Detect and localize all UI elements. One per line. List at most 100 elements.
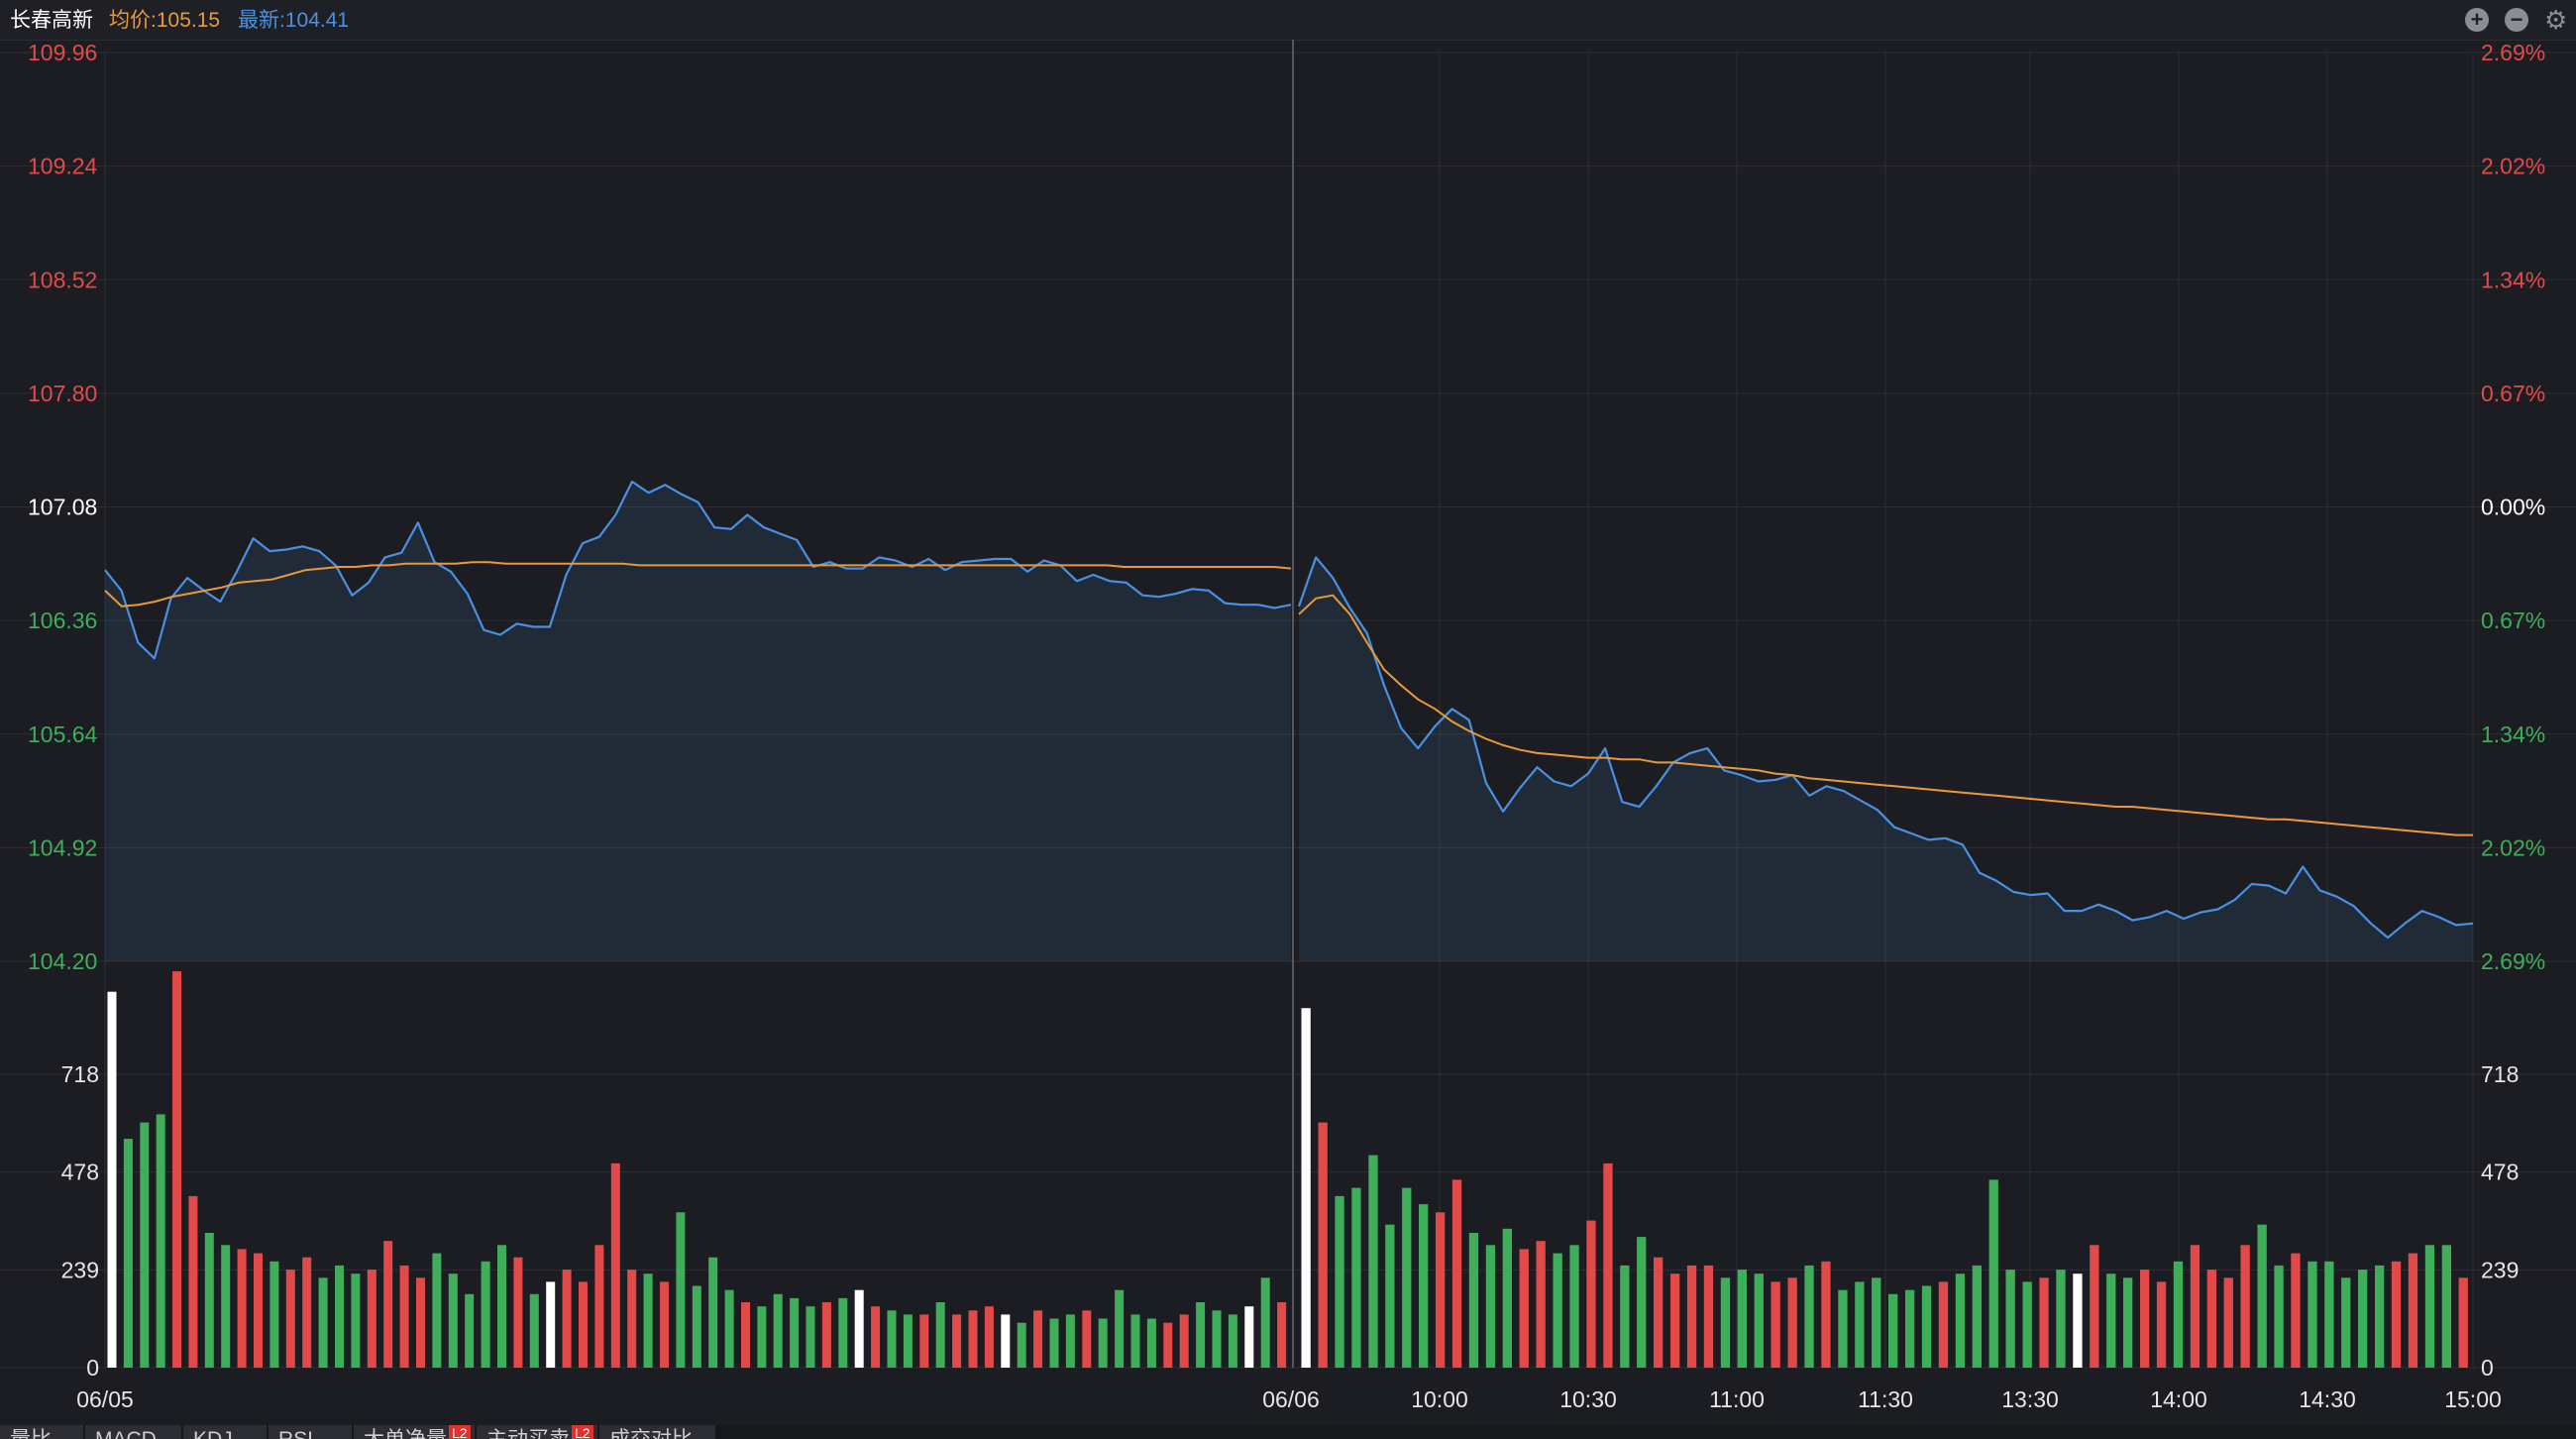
volume-bar [1670, 1273, 1680, 1368]
volume-bar [123, 1139, 133, 1368]
volume-bar [497, 1245, 506, 1368]
volume-bar [2257, 1224, 2267, 1368]
volume-bar [1451, 1179, 1462, 1368]
avg-line-06-05 [104, 561, 1292, 608]
volume-bar [1017, 1322, 1026, 1368]
tab-volume-ratio[interactable]: 量比 [0, 1425, 84, 1439]
volume-bar [302, 1257, 312, 1368]
time-axis-label: 13:30 [2001, 1386, 2059, 1412]
volume-bar [1049, 1318, 1059, 1368]
volume-bar [1787, 1277, 1797, 1368]
volume-bar [416, 1277, 425, 1368]
volume-bar [2424, 1245, 2435, 1368]
pct-tick-label: 1.34% [2481, 267, 2545, 292]
time-axis-label: 15:00 [2444, 1386, 2502, 1412]
volume-bar [2358, 1270, 2368, 1368]
avg-price-label: 均价:105.15 [109, 9, 221, 32]
price-tick-label: 109.96 [28, 40, 97, 65]
time-axis-label: 14:00 [2150, 1386, 2207, 1412]
volume-tick-label: 718 [61, 1061, 99, 1087]
volume-bar [156, 1114, 165, 1368]
volume-bar [2391, 1261, 2402, 1368]
tab-rsi[interactable]: RSI [268, 1425, 353, 1439]
volume-bar [887, 1310, 897, 1368]
volume-bar [1686, 1265, 1697, 1368]
volume-bar [562, 1270, 572, 1368]
chart-header: 长春高新 均价:105.15 最新:104.41 + − ⚙ [0, 0, 2576, 41]
volume-bar [854, 1289, 864, 1368]
volume-bar [2458, 1277, 2468, 1368]
volume-tick-label: 0 [86, 1355, 99, 1381]
volume-bar [351, 1273, 361, 1368]
volume-bar [2005, 1270, 2015, 1368]
volume-bar [2090, 1245, 2099, 1368]
volume-bar [1905, 1289, 1915, 1368]
volume-bar [2106, 1273, 2116, 1368]
volume-bar [773, 1293, 783, 1368]
gear-icon[interactable]: ⚙ [2544, 5, 2568, 35]
volume-bar [269, 1261, 279, 1368]
volume-bar [1260, 1277, 1270, 1368]
volume-bar [935, 1302, 945, 1368]
volume-bar [481, 1261, 490, 1368]
volume-tick-label: 718 [2481, 1061, 2519, 1087]
volume-bar [660, 1281, 669, 1368]
volume-bar [2039, 1277, 2049, 1368]
volume-bar [2408, 1253, 2418, 1368]
volume-bar [790, 1297, 800, 1368]
zoom-in-button[interactable]: + [2465, 8, 2489, 32]
volume-bar [1921, 1285, 1932, 1368]
tab-volume-compare[interactable]: 成交对比 [599, 1425, 716, 1439]
volume-bar [1519, 1249, 1529, 1368]
volume-tick-label: 478 [61, 1160, 99, 1185]
volume-tick-label: 0 [2481, 1355, 2494, 1381]
pct-tick-label: 2.02% [2481, 834, 2545, 860]
tab-big-order[interactable]: 大单净量L2 [354, 1425, 476, 1439]
price-tick-label: 107.08 [28, 495, 97, 520]
volume-bar [1938, 1281, 1949, 1368]
volume-bar [1754, 1273, 1764, 1368]
volume-bar [172, 971, 181, 1368]
volume-bar [2190, 1245, 2200, 1368]
price-tick-label: 107.80 [28, 381, 97, 406]
volume-bar [903, 1314, 912, 1368]
minus-circle-icon: − [2510, 7, 2523, 32]
volume-bar [1972, 1265, 1982, 1368]
volume-bar [676, 1212, 686, 1368]
volume-bar [1988, 1179, 1998, 1368]
volume-bar [2206, 1270, 2216, 1368]
volume-bar [2441, 1245, 2451, 1368]
volume-bar [821, 1302, 831, 1368]
volume-bar [432, 1253, 442, 1368]
pct-tick-label: 2.69% [2481, 948, 2545, 974]
tab-macd[interactable]: MACD [85, 1425, 182, 1439]
stock-name: 长春高新 [10, 9, 93, 32]
volume-bar [204, 1233, 214, 1368]
time-axis-label: 14:30 [2299, 1386, 2356, 1412]
volume-bar [1620, 1265, 1630, 1368]
volume-bar [692, 1285, 701, 1368]
volume-bar [2056, 1270, 2066, 1368]
pct-tick-label: 0.67% [2481, 608, 2545, 633]
volume-tick-label: 239 [61, 1257, 99, 1282]
volume-bar [1603, 1162, 1613, 1368]
volume-bar [1228, 1314, 1237, 1368]
pct-tick-label: 0.67% [2481, 381, 2545, 406]
volume-bar [724, 1289, 734, 1368]
volume-bar [919, 1314, 929, 1368]
volume-bar [1244, 1306, 1254, 1368]
tab-active-trade[interactable]: 主动买卖L2 [477, 1425, 598, 1439]
price-area-06-05 [105, 482, 1291, 961]
volume-bar [2022, 1281, 2032, 1368]
volume-bar [643, 1273, 653, 1368]
volume-bar [1402, 1187, 1412, 1368]
tab-kdj[interactable]: KDJ [183, 1425, 268, 1439]
volume-bar [1888, 1293, 1898, 1368]
volume-bar [513, 1257, 523, 1368]
zoom-out-button[interactable]: − [2505, 8, 2528, 32]
volume-bar [610, 1162, 620, 1368]
volume-bar [1196, 1302, 1206, 1368]
volume-bar [237, 1249, 247, 1368]
volume-bar [1065, 1314, 1075, 1368]
